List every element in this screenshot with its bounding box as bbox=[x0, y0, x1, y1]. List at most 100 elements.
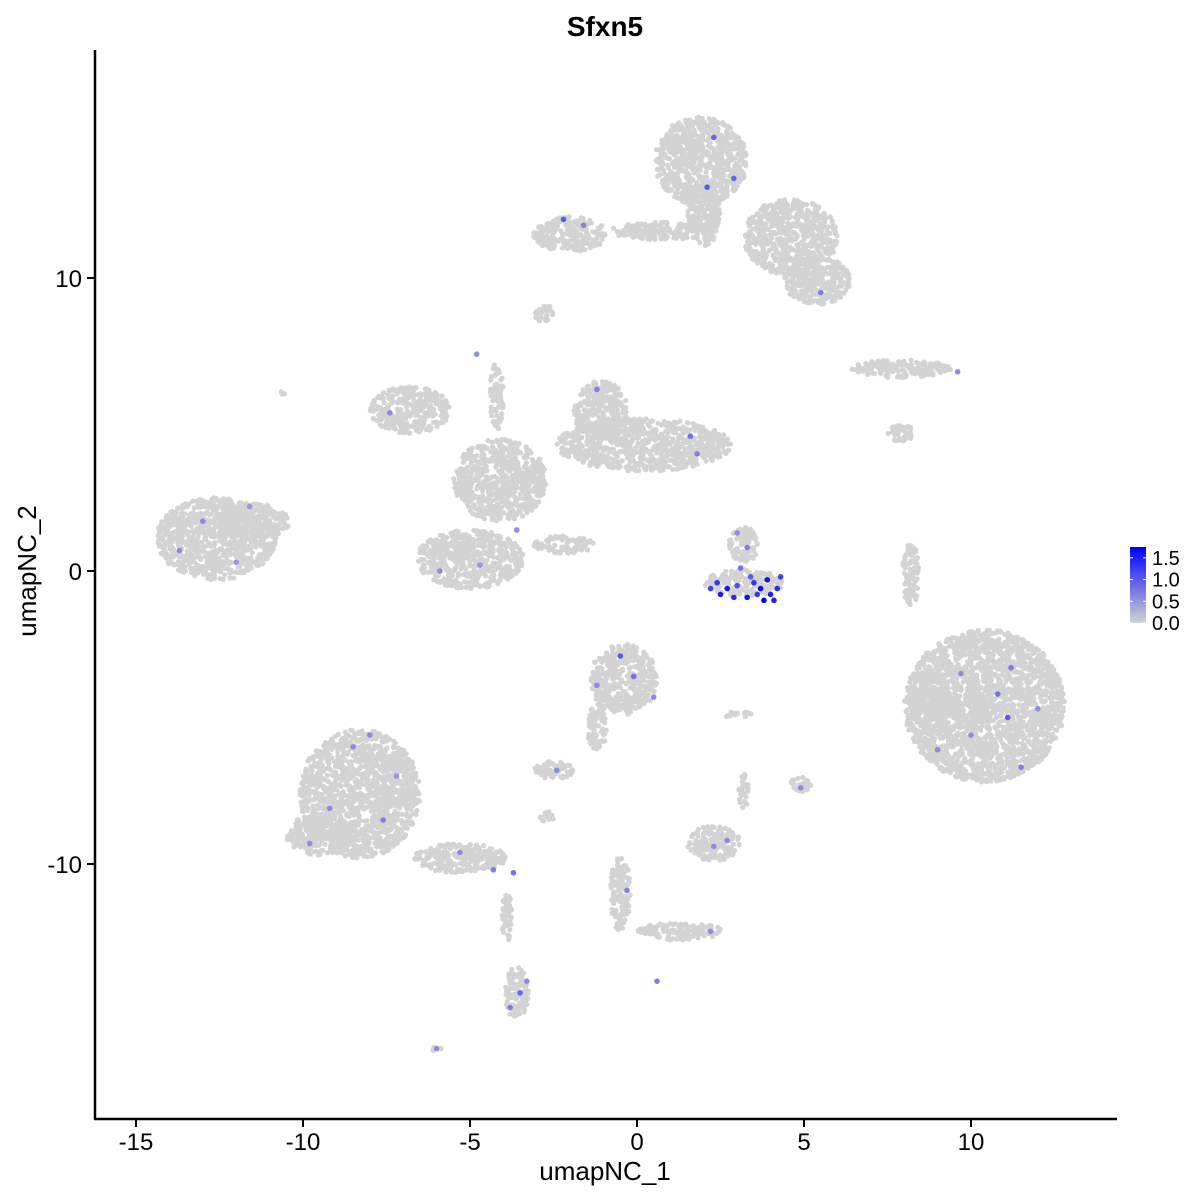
cell-point bbox=[228, 526, 234, 532]
cell-point bbox=[811, 214, 817, 221]
cell-point bbox=[785, 209, 791, 215]
cell-point bbox=[674, 123, 681, 130]
cell-point bbox=[439, 393, 445, 399]
cell-point bbox=[500, 498, 506, 504]
cell-point bbox=[270, 510, 277, 516]
cell-point bbox=[374, 418, 380, 424]
cell-point bbox=[594, 241, 600, 247]
cell-point bbox=[913, 365, 920, 372]
cell-point bbox=[770, 267, 777, 273]
cell-point bbox=[629, 458, 635, 464]
cell-point bbox=[849, 366, 855, 372]
cell-point bbox=[818, 242, 824, 248]
cell-point bbox=[830, 224, 836, 230]
cell-point bbox=[576, 240, 583, 247]
cell-point bbox=[526, 450, 532, 456]
cell-point bbox=[549, 222, 555, 228]
cell-point bbox=[725, 140, 731, 146]
cell-point bbox=[232, 521, 238, 527]
cell-point bbox=[763, 240, 770, 246]
cell-point bbox=[284, 515, 290, 521]
cell-point bbox=[742, 152, 748, 158]
cell-point bbox=[806, 260, 812, 267]
cell-point bbox=[694, 182, 700, 189]
cell-point bbox=[599, 236, 605, 242]
cell-point bbox=[660, 150, 666, 156]
cell-point bbox=[415, 428, 421, 434]
cell-point bbox=[689, 196, 695, 203]
cell-point bbox=[241, 502, 248, 508]
cell-point bbox=[703, 238, 709, 244]
cell-point bbox=[686, 222, 692, 229]
cell-point bbox=[523, 445, 530, 451]
cell-point bbox=[394, 406, 400, 412]
cell-point bbox=[646, 230, 653, 236]
cell-point bbox=[785, 285, 791, 291]
cell-point bbox=[707, 140, 713, 146]
cell-point bbox=[564, 227, 570, 233]
cell-point bbox=[487, 508, 493, 514]
cell-point bbox=[734, 182, 741, 189]
cell-point bbox=[900, 367, 906, 373]
cell-point bbox=[715, 161, 721, 167]
cell-point bbox=[801, 299, 808, 305]
cell-point bbox=[280, 525, 286, 532]
cell-point bbox=[692, 217, 698, 223]
cell-point bbox=[572, 233, 578, 239]
cell-point bbox=[417, 402, 424, 409]
cell-point bbox=[751, 254, 757, 260]
cell-point bbox=[709, 193, 715, 200]
cell-point bbox=[268, 541, 274, 547]
cell-point bbox=[713, 216, 720, 223]
cell-point bbox=[536, 456, 542, 462]
cell-point bbox=[254, 562, 260, 568]
cell-point bbox=[857, 367, 863, 374]
cell-point bbox=[721, 172, 727, 179]
cell-point bbox=[165, 524, 171, 530]
cell-point bbox=[942, 368, 948, 374]
cell-point bbox=[208, 497, 215, 503]
cell-point bbox=[713, 222, 719, 229]
cell-point bbox=[764, 213, 771, 220]
cell-point bbox=[409, 402, 415, 409]
cell-point bbox=[239, 530, 245, 537]
cell-point bbox=[829, 298, 835, 305]
cell-point bbox=[155, 525, 162, 531]
cell-point bbox=[474, 445, 481, 451]
cell-point bbox=[816, 267, 823, 273]
cell-point bbox=[671, 136, 677, 142]
cell-point bbox=[821, 281, 827, 287]
cell-point bbox=[686, 118, 693, 124]
cell-point bbox=[479, 453, 485, 459]
cell-point bbox=[598, 223, 605, 229]
cell-point bbox=[198, 548, 204, 554]
cell-point bbox=[685, 170, 691, 176]
cell-point bbox=[642, 221, 648, 227]
cell-point bbox=[235, 504, 242, 510]
cell-point bbox=[219, 505, 225, 511]
cell-point bbox=[473, 476, 479, 482]
cell-point bbox=[199, 543, 206, 549]
cell-point bbox=[555, 219, 561, 225]
cell-point bbox=[801, 241, 807, 248]
cell-point bbox=[228, 569, 234, 575]
cell-point bbox=[179, 505, 186, 511]
cell-point bbox=[762, 254, 768, 260]
cell-point bbox=[460, 479, 466, 486]
cell-point bbox=[732, 132, 738, 139]
cell-point bbox=[216, 518, 223, 524]
cell-point bbox=[625, 225, 631, 231]
cell-point bbox=[411, 421, 417, 427]
cell-point bbox=[809, 238, 815, 244]
cell-point bbox=[522, 455, 528, 461]
cell-point bbox=[708, 217, 714, 223]
cell-point bbox=[479, 508, 485, 514]
cell-point bbox=[585, 232, 591, 238]
cell-point bbox=[187, 550, 193, 556]
cell-point bbox=[793, 288, 799, 295]
cell-point bbox=[496, 468, 502, 475]
cell-point bbox=[908, 357, 914, 363]
cell-point bbox=[823, 234, 829, 240]
cell-point bbox=[855, 361, 861, 368]
cell-point bbox=[795, 271, 802, 277]
